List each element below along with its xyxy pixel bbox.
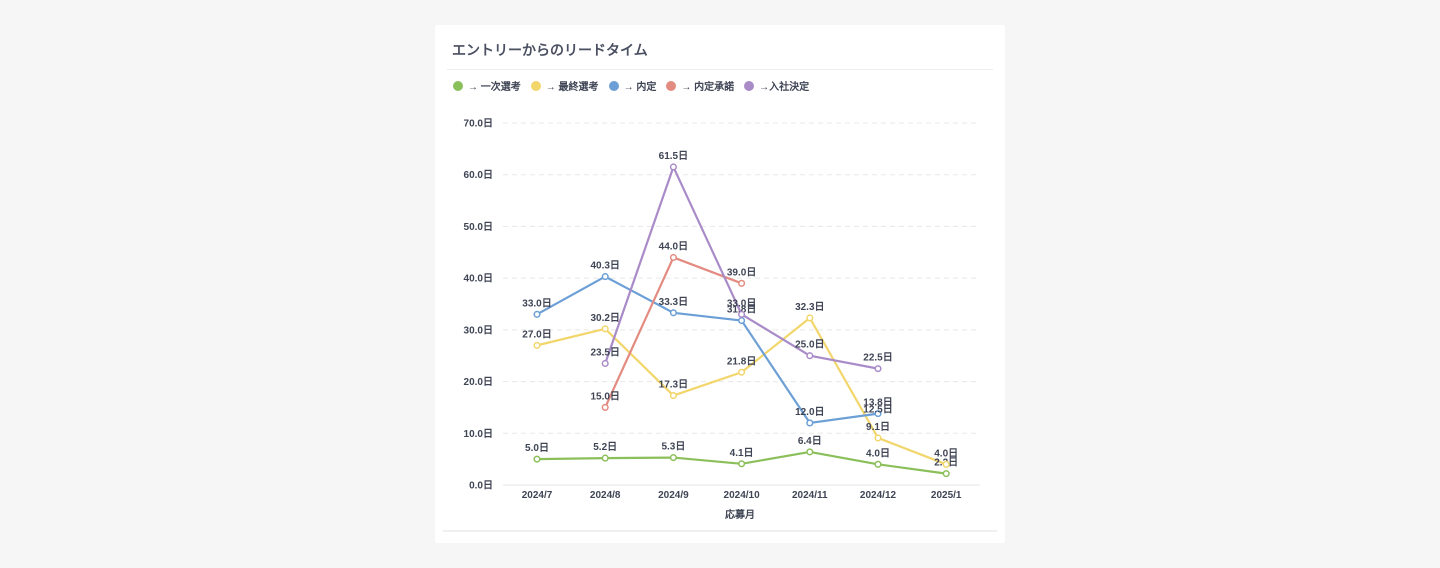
x-axis-title: 応募月 (725, 508, 755, 521)
data-label: 4.0日 (934, 447, 958, 459)
x-tick-label: 2024/12 (860, 490, 897, 501)
legend-item-3[interactable]: → 内定承諾 (666, 78, 734, 93)
data-label: 5.3日 (661, 441, 685, 453)
data-label: 21.8日 (727, 355, 756, 367)
legend-item-1[interactable]: → 最終選考 (530, 78, 599, 93)
chart-card: エントリーからのリードタイム → 一次選考 → 最終選考 → 内定 → 内定承諾 →入社… (435, 25, 1005, 543)
data-point (601, 273, 609, 281)
data-point (738, 279, 746, 287)
y-tick-label: 30.0日 (464, 324, 493, 336)
data-point (669, 391, 677, 400)
data-point (738, 316, 746, 325)
data-label: 13.8日 (863, 397, 892, 409)
data-point (533, 455, 541, 463)
data-label: 61.5日 (659, 150, 688, 162)
data-point (669, 163, 677, 171)
data-label: 33.0日 (727, 297, 756, 309)
data-point (533, 310, 541, 318)
data-label: 40.3日 (590, 260, 619, 272)
legend-label: →入社決定 (759, 82, 810, 93)
x-tick-label: 2024/9 (658, 490, 689, 501)
data-label: 4.1日 (730, 447, 754, 459)
data-label: 25.0日 (795, 339, 824, 351)
data-label: 17.3日 (659, 379, 688, 391)
y-tick-label: 60.0日 (464, 169, 493, 181)
legend-marker-icon (453, 80, 463, 91)
data-point (669, 253, 677, 262)
data-label: 4.0日 (866, 447, 890, 459)
data-label: 15.0日 (590, 390, 619, 402)
data-point (601, 325, 609, 333)
title-divider (447, 69, 993, 70)
data-point (738, 310, 746, 318)
data-point (601, 403, 609, 411)
data-point (942, 470, 950, 478)
data-label: 12.5日 (863, 403, 892, 415)
data-label: 33.3日 (659, 296, 688, 308)
data-point (533, 341, 541, 349)
data-point (874, 365, 882, 373)
data-label: 39.0日 (727, 266, 756, 278)
data-point (874, 434, 882, 442)
legend-marker-icon (666, 80, 677, 91)
y-tick-label: 70.0日 (464, 118, 493, 130)
data-label: 22.5日 (863, 352, 892, 364)
data-point (669, 309, 677, 317)
data-label: 33.0日 (522, 297, 551, 309)
data-point (738, 368, 746, 376)
data-point (601, 359, 609, 368)
data-point (806, 314, 814, 322)
legend-marker-icon (744, 80, 755, 91)
data-point (806, 352, 814, 360)
data-label: 31.8日 (727, 304, 756, 316)
data-label: 30.2日 (590, 312, 619, 324)
data-point (738, 460, 746, 468)
data-label: 44.0日 (659, 240, 688, 252)
data-label: 23.5日 (590, 346, 619, 358)
data-label: 27.0日 (522, 328, 551, 340)
data-point (806, 419, 814, 427)
data-point (669, 454, 677, 462)
series-line-2 (536, 275, 879, 425)
data-point (806, 448, 814, 456)
legend-label: → 一次選考 (468, 82, 521, 93)
data-point (601, 454, 609, 462)
x-tick-label: 2024/10 (724, 490, 761, 501)
x-tick-label: 2025/1 (931, 490, 962, 501)
y-tick-label: 0.0日 (469, 480, 493, 492)
chart-legend: → 一次選考 → 最終選考 → 内定 → 内定承諾 →入社決定 (453, 78, 809, 93)
data-label: 5.2日 (593, 441, 617, 453)
data-label: 6.4日 (798, 435, 822, 447)
legend-marker-icon (608, 80, 619, 91)
legend-item-0[interactable]: → 一次選考 (453, 78, 521, 93)
legend-label: → 内定 (623, 82, 657, 93)
data-point (874, 460, 882, 468)
chart-title: エントリーからのリードタイム (452, 42, 648, 58)
data-label: 12.0日 (795, 406, 824, 418)
data-point (874, 410, 882, 418)
data-point (942, 460, 950, 468)
data-label: 5.0日 (525, 442, 549, 454)
x-tick-label: 2024/8 (590, 490, 621, 501)
legend-item-4[interactable]: →入社決定 (744, 78, 809, 93)
y-tick-label: 20.0日 (464, 376, 493, 388)
data-label: 32.3日 (795, 301, 824, 313)
card-bottom-divider (443, 530, 997, 532)
data-label: 9.1日 (866, 421, 890, 433)
legend-marker-icon (530, 80, 541, 91)
legend-item-2[interactable]: → 内定 (608, 78, 657, 93)
x-tick-label: 2024/7 (522, 490, 553, 501)
legend-label: → 内定承諾 (681, 82, 735, 93)
x-tick-label: 2024/11 (792, 490, 828, 501)
y-tick-label: 50.0日 (464, 221, 493, 233)
y-tick-label: 40.0日 (464, 273, 493, 285)
y-tick-label: 10.0日 (464, 428, 493, 440)
legend-label: → 最終選考 (545, 82, 599, 93)
